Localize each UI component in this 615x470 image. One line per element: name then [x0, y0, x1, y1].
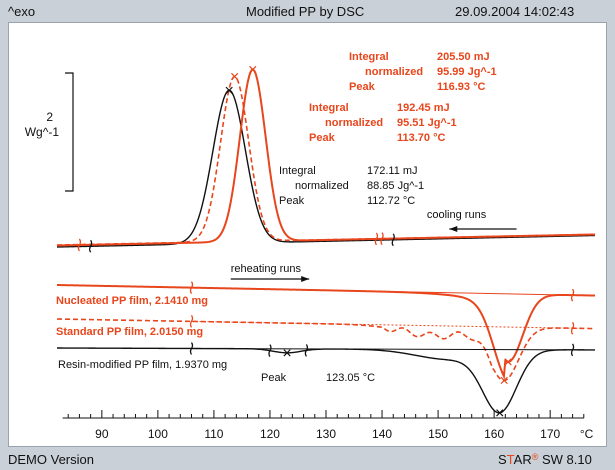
brand-s: S	[498, 452, 507, 467]
heating-peak-marker-nucleated-b	[504, 358, 512, 366]
standard-peak-value: 113.70 °C	[397, 132, 445, 144]
x-tick-label: 120	[260, 427, 280, 441]
heating-curve-standard	[56, 318, 596, 382]
nucleated-peak-label: Peak	[349, 81, 376, 93]
integration-limit-right	[380, 232, 384, 245]
cooling-curve-resin	[56, 89, 596, 248]
nucleated-integral-label: Integral	[349, 51, 389, 63]
standard-normalized-label: normalized	[325, 117, 383, 129]
resin-peak-label: Peak	[279, 195, 305, 207]
cooling-peak-marker-nucleated	[249, 65, 257, 74]
small-peak-value: 123.05 °C	[326, 372, 375, 384]
x-tick-label: 100	[148, 427, 168, 441]
title-bar: ^exo Modified PP by DSC 29.09.2004 14:02…	[0, 0, 615, 22]
heating-small-peak-marker-b	[283, 349, 291, 357]
heating-baseline-nucleated	[191, 287, 584, 296]
series-label-standard: Standard PP film, 2.0150 mg	[56, 326, 203, 338]
star-brand: STAR® SW 8.10	[498, 452, 592, 467]
heating-small-peak-marker	[283, 349, 291, 357]
x-tick-label: 90	[95, 427, 109, 441]
integration-limit-right	[304, 344, 309, 357]
scale-bar-unit: Wg^-1	[25, 125, 60, 139]
nucleated-normalized-value: 95.99 Jg^-1	[437, 66, 497, 78]
cooling-peak-marker-resin	[225, 86, 233, 94]
integration-limit-right	[374, 232, 379, 246]
x-tick-label: 170	[540, 427, 560, 441]
reheating-arrow-head	[301, 276, 310, 282]
resin-peak-value: 112.72 °C	[367, 195, 415, 207]
chart-title: Modified PP by DSC	[246, 4, 365, 19]
resin-integral-label: Integral	[279, 165, 316, 177]
nucleated-normalized-label: normalized	[365, 66, 423, 78]
heating-peak-marker-nucleated	[504, 358, 512, 366]
demo-version: DEMO Version	[8, 452, 94, 467]
integration-limit-left	[189, 281, 194, 295]
resin-normalized-label: normalized	[295, 180, 349, 192]
heating-peak-marker-resin-b	[496, 409, 504, 417]
nucleated-peak-value: 116.93 °C	[437, 81, 485, 93]
integration-limit-left	[88, 239, 93, 253]
resin-normalized-value: 88.85 Jg^-1	[367, 180, 424, 192]
integration-limit-left	[189, 342, 194, 355]
integration-limit-left	[189, 315, 194, 328]
standard-normalized-value: 95.51 Jg^-1	[397, 117, 457, 129]
x-tick-label: 160	[484, 427, 504, 441]
nucleated-integral-value: 205.50 mJ	[437, 51, 490, 63]
plot-area: 90 100 110 120 130 140 150 160 170 °C 2 Wg^-1 cooli…	[8, 22, 607, 447]
x-tick-label: 110	[204, 427, 223, 441]
x-axis-unit: °C	[580, 427, 594, 441]
x-tick-label: 130	[316, 427, 336, 441]
x-tick-label: 150	[428, 427, 448, 441]
series-label-nucleated: Nucleated PP film, 2.1410 mg	[56, 295, 208, 307]
heating-peak-marker-standard-b	[500, 376, 508, 385]
reheating-runs-label: reheating runs	[231, 263, 302, 275]
integration-limit-right	[570, 321, 575, 335]
x-tick-label: 140	[372, 427, 392, 441]
brand-ar: AR	[513, 452, 532, 467]
integration-limit-right	[570, 288, 575, 302]
heating-peak-marker-standard	[500, 376, 508, 385]
heating-baseline-resin	[191, 347, 584, 351]
standard-integral-value: 192.45 mJ	[397, 102, 450, 114]
cooling-peak-marker-nucleated-b	[249, 65, 257, 74]
cooling-peak-marker-standard-b	[231, 72, 239, 81]
brand-t: T	[506, 452, 514, 467]
scale-bar	[65, 72, 74, 192]
cooling-arrow-head	[449, 226, 458, 232]
integration-limit-right	[570, 343, 575, 357]
brand-reg: ®	[531, 452, 539, 462]
cooling-peak-marker-standard	[231, 72, 239, 81]
resin-integral-value: 172.11 mJ	[367, 165, 418, 177]
standard-integral-label: Integral	[309, 102, 349, 114]
status-bar: DEMO Version STAR® SW 8.10	[0, 448, 615, 470]
dsc-chart: 90 100 110 120 130 140 150 160 170 °C 2Wg^-1 cooli…	[25, 51, 596, 441]
date-time: 29.09.2004 14:02:43	[455, 4, 575, 19]
cooling-peak-marker-resin-b	[225, 86, 233, 94]
integration-limit-left	[77, 238, 82, 252]
scale-bar-value: 2	[46, 110, 53, 124]
series-label-resin: Resin-modified PP film, 1.9370 mg	[58, 359, 227, 371]
cooling-curve-nucleated	[56, 68, 596, 247]
exo-label: ^exo	[8, 4, 36, 19]
heating-baseline-standard	[191, 320, 584, 329]
cooling-runs-label: cooling runs	[427, 209, 487, 221]
integration-limit-left	[268, 344, 272, 358]
small-peak-label: Peak	[261, 372, 287, 384]
heating-peak-marker-resin	[496, 409, 504, 417]
integration-limit-right	[391, 233, 395, 247]
brand-sw: SW 8.10	[538, 452, 592, 467]
standard-peak-label: Peak	[309, 132, 336, 144]
